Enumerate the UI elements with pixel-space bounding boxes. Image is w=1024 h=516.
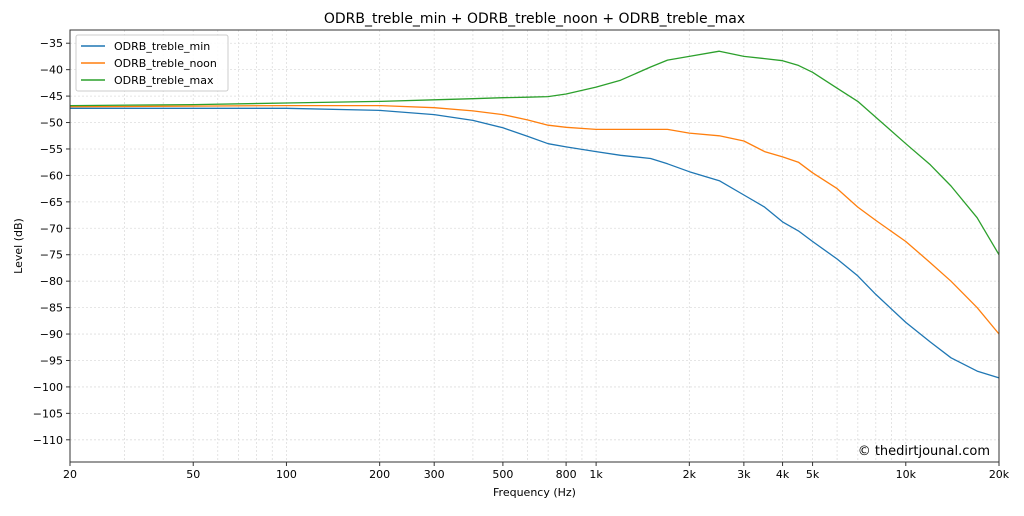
- y-tick-label: −80: [40, 275, 63, 288]
- y-tick-label: −85: [40, 302, 63, 315]
- y-tick-label: −110: [33, 434, 63, 447]
- y-tick-label: −40: [40, 64, 63, 77]
- x-axis-ticks: 20 50 100 200 300 500 800 1k 2k 3k 4k 5k 10k 20k: [63, 462, 1010, 481]
- x-tick-label: 50: [186, 468, 200, 481]
- x-tick-label: 200: [369, 468, 390, 481]
- chart-title: ODRB_treble_min + ODRB_treble_noon + ODR…: [324, 11, 745, 27]
- plot-frame: [69, 29, 1000, 463]
- series-line-ODRB_treble_noon: [69, 104, 1000, 335]
- legend-label: ODRB_treble_max: [114, 74, 214, 87]
- x-tick-label: 2k: [683, 468, 697, 481]
- y-tick-label: −90: [40, 328, 63, 341]
- y-tick-label: −95: [40, 354, 63, 367]
- legend-label: ODRB_treble_noon: [114, 57, 217, 70]
- y-axis-label: Level (dB): [12, 218, 25, 274]
- x-tick-label: 500: [492, 468, 513, 481]
- y-tick-label: −105: [33, 407, 63, 420]
- y-tick-label: −60: [40, 169, 63, 182]
- y-tick-label: −70: [40, 222, 63, 235]
- legend-label: ODRB_treble_min: [114, 40, 210, 53]
- x-tick-label: 4k: [776, 468, 790, 481]
- x-tick-label: 20: [63, 468, 77, 481]
- x-tick-label: 3k: [737, 468, 751, 481]
- series-line-ODRB_treble_min: [70, 107, 1000, 379]
- series-lines: [69, 50, 1000, 379]
- x-tick-label: 300: [424, 468, 445, 481]
- x-tick-label: 100: [276, 468, 297, 481]
- x-axis-label: Frequency (Hz): [493, 486, 576, 499]
- watermark: © thedirtjounal.com: [858, 444, 990, 459]
- x-tick-label: 5k: [806, 468, 820, 481]
- x-tick-label: 1k: [589, 468, 603, 481]
- grid: [69, 30, 1000, 462]
- series-line-ODRB_treble_max: [69, 50, 1000, 256]
- x-tick-label: 800: [556, 468, 577, 481]
- y-axis-ticks: −35 −40 −45 −50 −55 −60 −65 −70 −75 −80 −85 −90 −95 −…: [33, 37, 70, 447]
- y-tick-label: −35: [40, 37, 63, 50]
- x-tick-label: 20k: [989, 468, 1010, 481]
- y-tick-label: −65: [40, 196, 63, 209]
- y-tick-label: −100: [33, 381, 63, 394]
- y-tick-label: −55: [40, 143, 63, 156]
- x-tick-label: 10k: [896, 468, 917, 481]
- y-tick-label: −50: [40, 117, 63, 130]
- y-tick-label: −75: [40, 249, 63, 262]
- y-tick-label: −45: [40, 90, 63, 103]
- legend: ODRB_treble_min ODRB_treble_noon ODRB_treb…: [75, 34, 229, 92]
- legend-box: [75, 34, 229, 92]
